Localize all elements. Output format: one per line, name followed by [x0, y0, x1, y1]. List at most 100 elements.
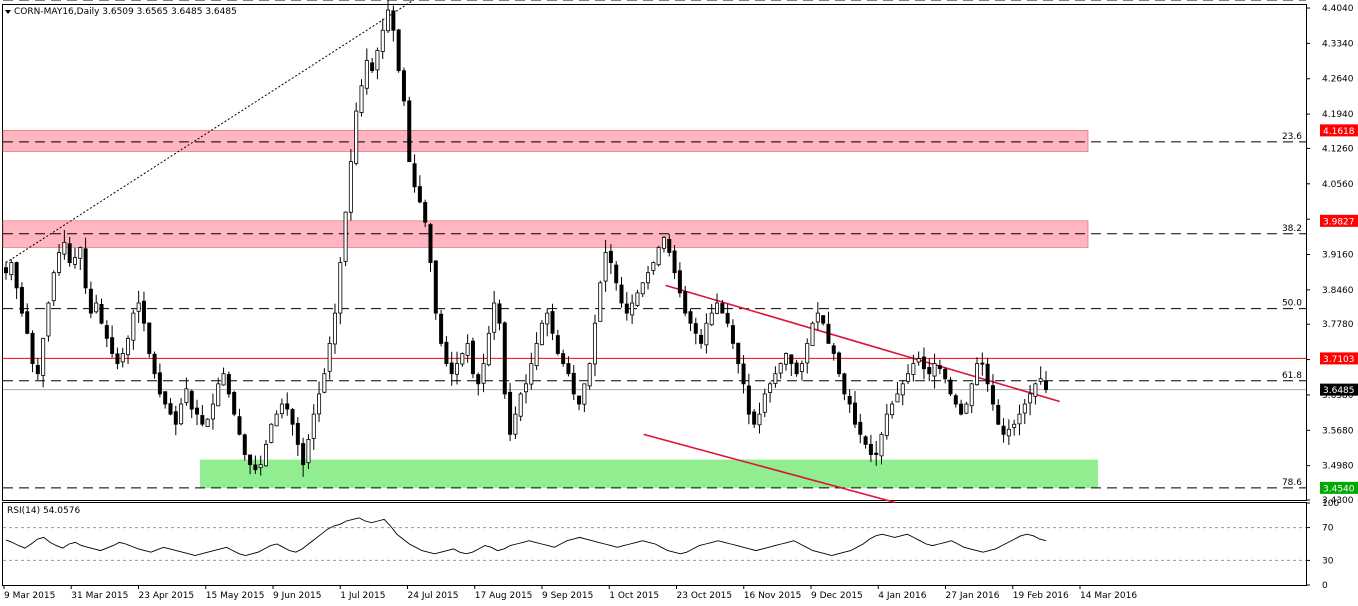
candle-body	[486, 332, 491, 366]
candle-body	[868, 444, 873, 455]
rsi-panel[interactable]	[2, 502, 1307, 586]
candle-body	[890, 403, 895, 416]
candle-body	[1022, 403, 1027, 414]
candle-body	[386, 9, 391, 32]
candle-body	[561, 353, 566, 365]
candle-body	[439, 313, 444, 344]
candle-body	[274, 413, 279, 427]
candle-body	[481, 363, 486, 384]
fib-level-label: 61.8	[1282, 371, 1302, 381]
candle-body	[508, 391, 513, 435]
time-axis: 9 Mar 2015 31 Mar 2015 23 Apr 2015 15 May 2…	[3, 585, 1137, 601]
candle-body	[630, 302, 635, 316]
candle-body	[661, 236, 666, 249]
time-tick-label: 23 Apr 2015	[139, 591, 195, 601]
candle-body	[863, 436, 868, 445]
rsi-line	[5, 517, 1047, 556]
collapse-triangle-icon[interactable]	[5, 10, 11, 14]
candle-body	[688, 311, 693, 324]
candle-body	[959, 403, 964, 415]
price-label-text: 3.7103	[1323, 355, 1355, 365]
candle-body	[624, 303, 629, 314]
candle-body	[990, 385, 995, 405]
price-tick-label: 3.4300	[1322, 496, 1354, 506]
candle-body	[455, 363, 460, 375]
candle-body	[94, 302, 99, 313]
candle-body	[41, 337, 46, 376]
candle-body	[72, 257, 77, 265]
price-tick-label: 4.1260	[1322, 144, 1354, 154]
candle-body	[571, 372, 576, 395]
candle-body	[279, 403, 284, 415]
price-tick-label: 4.4040	[1322, 4, 1354, 14]
candle-body	[842, 373, 847, 395]
candle-body	[837, 352, 842, 375]
price-label-box	[1320, 124, 1358, 137]
fib-level-label: 38.2	[1282, 224, 1302, 234]
rsi-tick-label: 30	[1322, 556, 1334, 566]
time-tick-label: 14 Mar 2016	[1080, 591, 1137, 601]
candle-body	[428, 224, 433, 264]
candle-body	[83, 248, 88, 289]
candle-body	[895, 393, 900, 403]
candles-layer	[4, 0, 1049, 477]
candle-body	[831, 345, 836, 354]
candle-body	[449, 362, 454, 375]
candle-body	[921, 356, 926, 370]
candle-body	[539, 322, 544, 346]
trend-line	[643, 433, 896, 504]
candle-body	[518, 393, 523, 417]
main-panel[interactable]	[2, 4, 1307, 501]
candle-body	[874, 452, 879, 455]
candle-body	[810, 322, 815, 346]
candle-body	[322, 373, 327, 393]
candle-body	[964, 403, 969, 414]
candle-body	[317, 393, 322, 415]
fib-anchor-line	[5, 0, 415, 264]
candle-body	[35, 364, 40, 375]
candle-body	[550, 311, 555, 334]
candle-body	[401, 70, 406, 102]
candle-body	[311, 413, 316, 439]
price-label-box	[1320, 214, 1358, 227]
candle-body	[937, 365, 942, 370]
candle-body	[343, 211, 348, 262]
candle-body	[900, 383, 905, 396]
symbol-line: CORN-MAY16,Daily 3.6509 3.6565 3.6485 3.…	[14, 7, 237, 17]
candle-body	[248, 454, 253, 466]
candle-body	[210, 403, 215, 420]
candle-body	[847, 395, 852, 405]
candle-body	[359, 85, 364, 113]
support-zone	[200, 459, 1098, 488]
candle-body	[762, 393, 767, 413]
candle-body	[226, 374, 231, 395]
candle-body	[1038, 378, 1043, 382]
candle-body	[200, 415, 205, 425]
candle-body	[173, 411, 178, 425]
time-tick-label: 1 Oct 2015	[609, 591, 659, 601]
candle-body	[163, 391, 168, 405]
candle-body	[237, 416, 242, 435]
candle-body	[948, 379, 953, 395]
price-tick-label: 4.1940	[1322, 110, 1354, 120]
candle-body	[725, 312, 730, 324]
candle-body	[1033, 383, 1038, 397]
candle-body	[524, 383, 529, 393]
price-label-text: 3.4540	[1323, 484, 1355, 494]
candle-body	[423, 202, 428, 223]
candle-body	[906, 373, 911, 382]
price-tick-label: 4.0560	[1322, 180, 1354, 190]
candle-body	[614, 264, 619, 284]
candle-body	[78, 247, 83, 259]
symbol-header[interactable]: CORN-MAY16,Daily 3.6509 3.6565 3.6485 3.…	[5, 7, 237, 17]
price-tick-label: 4.3340	[1322, 39, 1354, 49]
candle-body	[932, 363, 937, 377]
candle-body	[396, 29, 401, 72]
candle-body	[640, 282, 645, 295]
candle-body	[115, 353, 120, 365]
candle-body	[757, 413, 762, 426]
candle-body	[805, 343, 810, 364]
candle-body	[704, 322, 709, 346]
candle-body	[290, 409, 295, 425]
